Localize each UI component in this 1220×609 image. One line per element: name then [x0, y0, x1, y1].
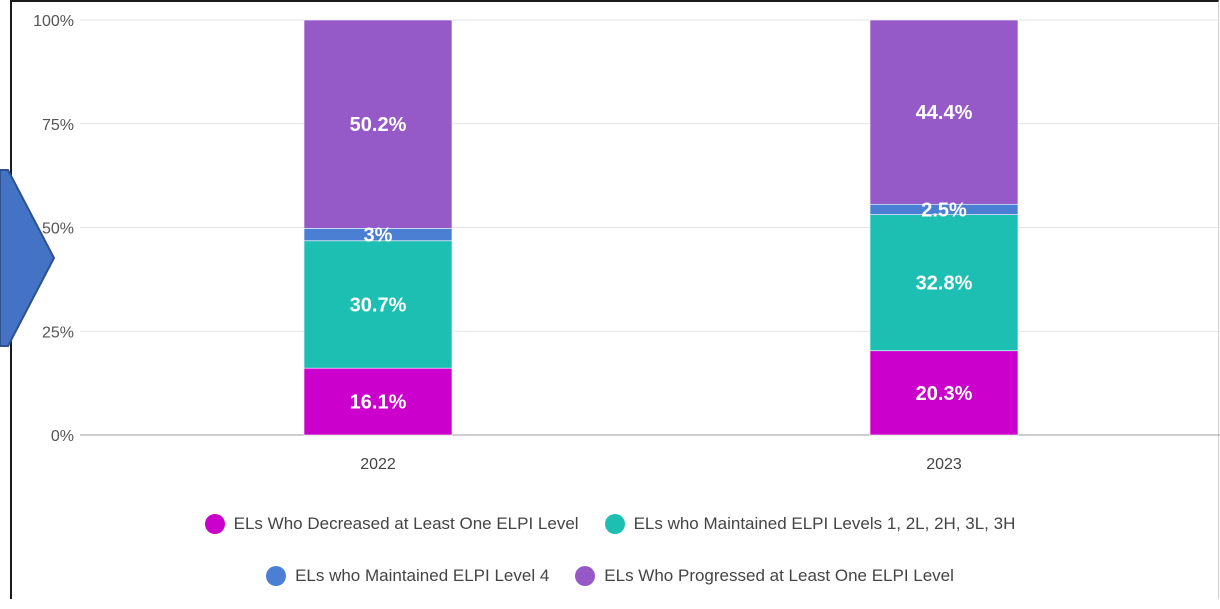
- bars-layer: [303, 19, 1019, 436]
- bar-segment[interactable]: [303, 367, 453, 436]
- legend-label-progressed: ELs Who Progressed at Least One ELPI Lev…: [604, 566, 954, 585]
- legend-swatch-progressed: [575, 566, 596, 586]
- legend-label-decreased: ELs Who Decreased at Least One ELPI Leve…: [233, 514, 579, 533]
- data-label: 50.2%: [350, 114, 407, 136]
- bar-segment[interactable]: [869, 350, 1019, 436]
- y-tick-label: 50%: [42, 221, 74, 238]
- legend-item-progressed[interactable]: ELs Who Progressed at Least One ELPI Lev…: [575, 566, 954, 586]
- data-label: 44.4%: [916, 102, 973, 124]
- legend-swatch-maintained-4: [266, 566, 287, 586]
- legend-label-maintained-4: ELs who Maintained ELPI Level 4: [295, 566, 550, 585]
- y-tick-label: 0%: [51, 428, 74, 445]
- legend-label-maintained-1-3: ELs who Maintained ELPI Levels 1, 2L, 2H…: [633, 514, 1016, 533]
- bar-segment[interactable]: [869, 214, 1019, 352]
- data-label: 3%: [364, 225, 393, 247]
- bar-segment[interactable]: [869, 19, 1019, 205]
- data-label: 2.5%: [921, 199, 967, 221]
- bar-segment[interactable]: [303, 240, 453, 369]
- arrow-shape: [0, 169, 56, 347]
- bar-segment[interactable]: [303, 19, 453, 229]
- legend-item-maintained-4[interactable]: ELs who Maintained ELPI Level 4: [266, 566, 549, 586]
- data-label: 16.1%: [350, 392, 407, 414]
- data-label: 20.3%: [916, 383, 973, 405]
- x-tick-label: 2023: [926, 456, 962, 473]
- legend-row-2: ELs who Maintained ELPI Level 4 ELs Who …: [0, 557, 1220, 595]
- legend: ELs Who Decreased at Least One ELPI Leve…: [0, 505, 1220, 609]
- y-tick-label: 75%: [42, 117, 74, 134]
- grid-layer: 0% 25% 50% 75% 100%: [33, 13, 1220, 445]
- legend-row-1: ELs Who Decreased at Least One ELPI Leve…: [0, 505, 1220, 543]
- data-label: 32.8%: [916, 273, 973, 295]
- y-tick-label: 25%: [42, 324, 74, 341]
- legend-swatch-decreased: [204, 514, 225, 534]
- data-label: 30.7%: [350, 294, 407, 316]
- legend-swatch-maintained-1-3: [604, 514, 625, 534]
- y-tick-label: 100%: [33, 13, 74, 30]
- x-tick-label: 2022: [360, 456, 396, 473]
- legend-item-maintained-1-3[interactable]: ELs who Maintained ELPI Levels 1, 2L, 2H…: [604, 514, 1016, 534]
- legend-item-decreased[interactable]: ELs Who Decreased at Least One ELPI Leve…: [204, 514, 579, 534]
- labels-layer: 2022 2023 16.1% 30.7% 3% 50.2% 20.3% 32.8% 2.5% 4…: [350, 102, 973, 473]
